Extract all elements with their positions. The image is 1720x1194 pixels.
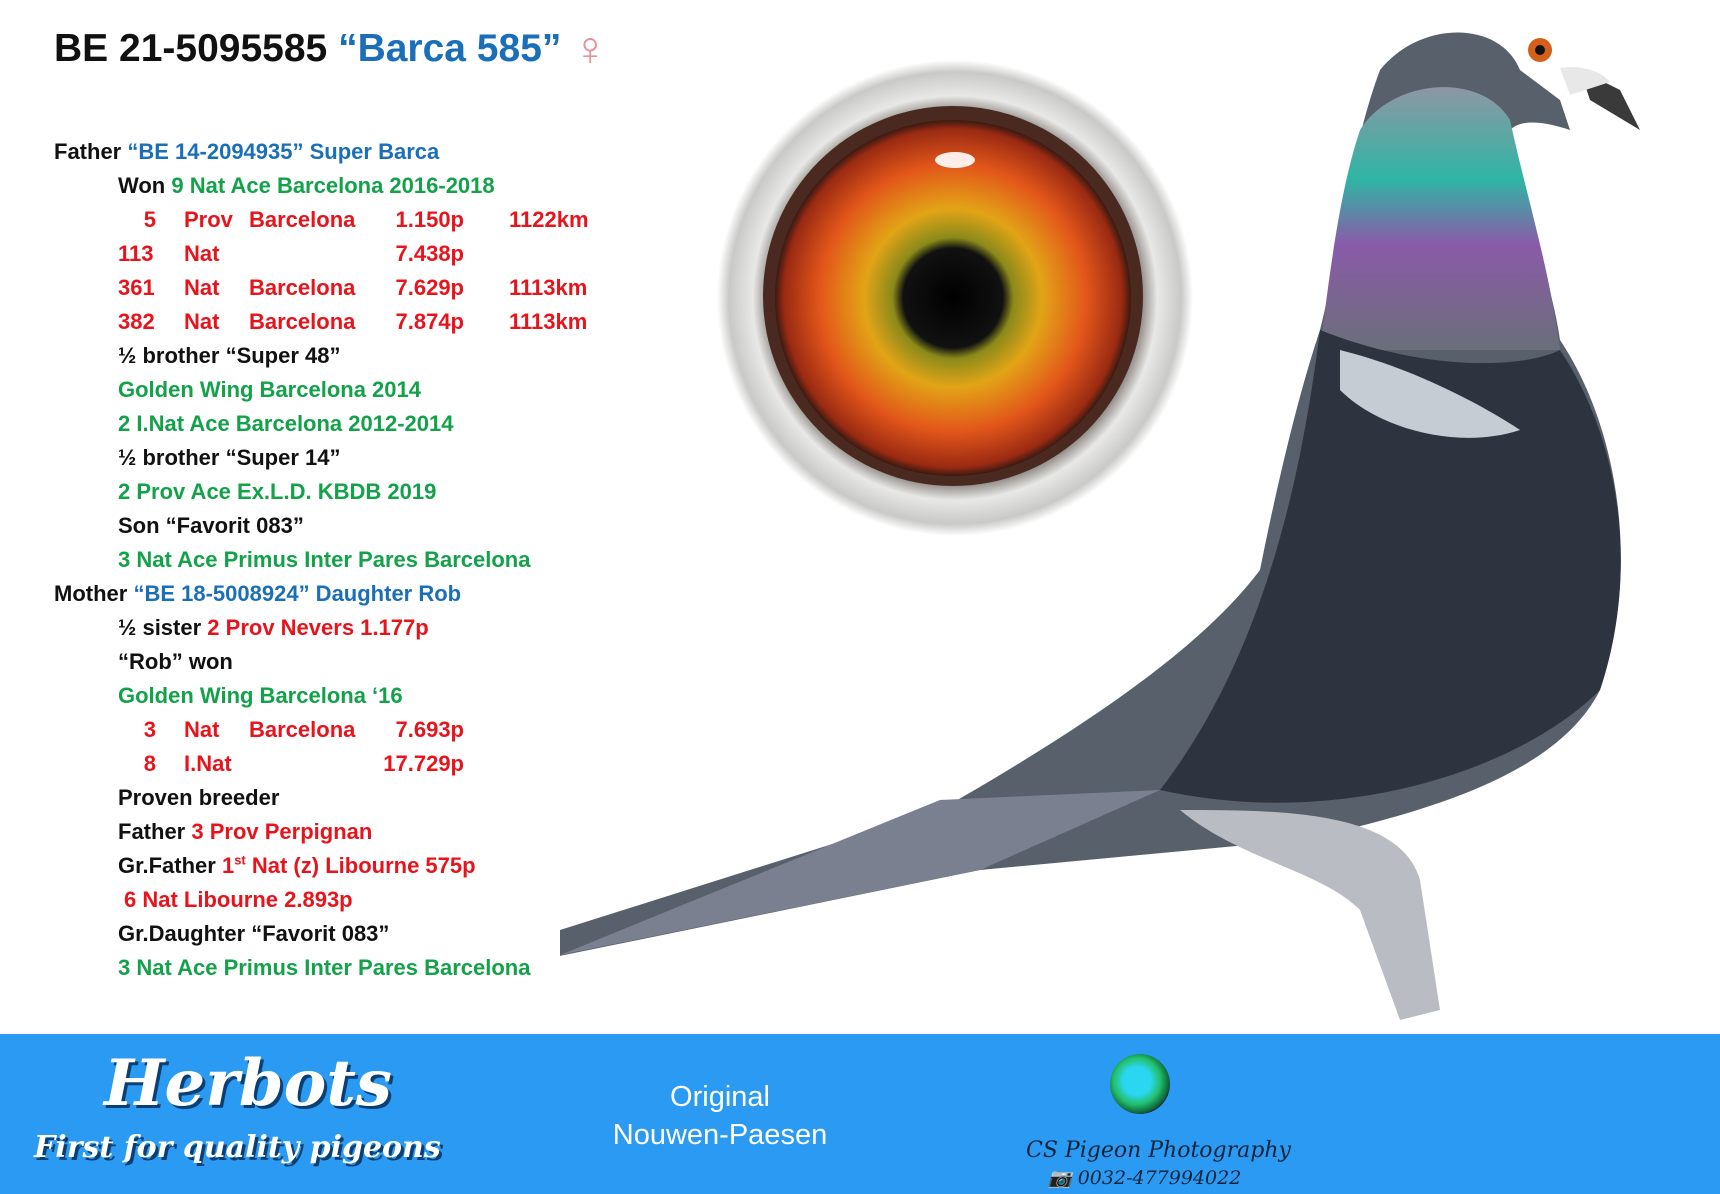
list-item: 2 Prov Ace Ex.L.D. KBDB 2019 (118, 479, 437, 504)
level: Prov (184, 207, 233, 232)
camera-icon: 📷 (1048, 1167, 1072, 1189)
race: Barcelona (249, 309, 356, 334)
list-item: ½ brother “Super 48” (118, 343, 341, 368)
level: Nat (184, 309, 220, 334)
place: 8 (143, 751, 156, 776)
points: 1.150p (395, 207, 465, 232)
page-title: BE 21-5095585 “Barca 585” ♀ (54, 22, 608, 77)
list-item: 3 Nat Ace Primus Inter Pares Barcelona (118, 547, 531, 572)
list-item: ½ sister 2 Prov Nevers 1.177p (54, 611, 674, 645)
origin-name: Nouwen-Paesen (612, 1119, 828, 1151)
race: Barcelona (249, 275, 356, 300)
level: I.Nat (184, 751, 232, 776)
race: Barcelona (249, 207, 356, 232)
distance: 1113km (509, 275, 588, 300)
label: Father (118, 819, 186, 844)
list-item: 2 I.Nat Ace Barcelona 2012-2014 (118, 411, 454, 436)
pigeon-name: “Barca 585” (338, 27, 562, 70)
list-item: Father 3 Prov Perpignan (54, 815, 674, 849)
photographer-name: CS Pigeon Photography (1026, 1138, 1291, 1163)
herbots-logo: Herbots First for quality pigeons (34, 1046, 441, 1186)
footer-banner: Herbots First for quality pigeons Origin… (0, 1034, 1720, 1194)
achievement: 1st Nat (z) Libourne 575p (222, 853, 476, 878)
female-icon: ♀ (572, 23, 609, 76)
origin-label: Original (670, 1081, 770, 1113)
place: 382 (118, 309, 155, 334)
result-row: 5 Prov Barcelona 1.150p 1122km (54, 203, 674, 237)
label: Won (118, 173, 166, 198)
points: 7.693p (395, 717, 465, 742)
list-item: Proven breeder (118, 785, 280, 810)
pedigree-text: Father “BE 14-2094935” Super Barca Won 9… (54, 135, 674, 985)
result-row: 3 Nat Barcelona 7.693p (54, 713, 674, 747)
photographer-logo: CS Pigeon Photography 📷 0032-477994022 (1020, 1052, 1291, 1192)
label: Gr.Father (118, 853, 216, 878)
result-row: 8 I.Nat 17.729p (54, 747, 674, 781)
pigeon-photo (560, 32, 1640, 1160)
place: 5 (143, 207, 156, 232)
result-row: 113 Nat 7.438p (54, 237, 674, 271)
level: Nat (184, 275, 220, 300)
result-row: 361 Nat Barcelona 7.629p 1113km (54, 271, 674, 305)
list-item: Son “Favorit 083” (118, 513, 304, 538)
ring-number: BE 21-5095585 (54, 27, 328, 70)
race: Barcelona (249, 717, 356, 742)
points: 7.438p (395, 241, 465, 266)
list-item: Golden Wing Barcelona 2014 (118, 377, 421, 402)
father-heading: Father “BE 14-2094935” Super Barca (54, 135, 674, 169)
logo-tagline: First for quality pigeons (34, 1130, 441, 1165)
origin-text: Original Nouwen-Paesen (560, 1078, 880, 1154)
mother-heading: Mother “BE 18-5008924” Daughter Rob (54, 577, 674, 611)
label: Mother (54, 581, 128, 606)
points: 17.729p (383, 751, 464, 776)
mother-ring: “BE 18-5008924” Daughter Rob (133, 581, 462, 606)
logo-title: Herbots (104, 1046, 392, 1121)
place: 361 (118, 275, 155, 300)
list-item: “Rob” won (118, 649, 233, 674)
distance: 1122km (509, 207, 589, 232)
list-item: Gr.Father 1st Nat (z) Libourne 575p (54, 849, 674, 883)
place: 1 (221, 853, 235, 878)
list-item: 6 Nat Libourne 2.893p (124, 887, 353, 912)
result-row: 382 Nat Barcelona 7.874p 1113km (54, 305, 674, 339)
phone-line: 📷 0032-477994022 (1048, 1166, 1241, 1189)
label: ½ sister (118, 615, 202, 640)
points: 7.629p (395, 275, 465, 300)
list-item: Golden Wing Barcelona ‘16 (118, 683, 403, 708)
level: Nat (184, 241, 220, 266)
father-ring: “BE 14-2094935” Super Barca (127, 139, 440, 164)
points: 7.874p (395, 309, 465, 334)
label: Father (54, 139, 122, 164)
list-item: Gr.Daughter “Favorit 083” (118, 921, 390, 946)
list-item: 3 Nat Ace Primus Inter Pares Barcelona (118, 955, 531, 980)
race: Nat (z) Libourne 575p (251, 853, 476, 878)
place: 3 (143, 717, 156, 742)
achievement: 2 Prov Nevers 1.177p (207, 615, 429, 640)
camera-lens-icon (1110, 1054, 1170, 1114)
ordinal: st (234, 852, 246, 868)
list-item: ½ brother “Super 14” (118, 445, 341, 470)
achievement: 9 Nat Ace Barcelona 2016-2018 (171, 173, 495, 198)
place: 113 (118, 241, 154, 266)
phone-number: 0032-477994022 (1077, 1167, 1242, 1189)
level: Nat (184, 717, 220, 742)
distance: 1113km (509, 309, 588, 334)
list-item: Won 9 Nat Ace Barcelona 2016-2018 (54, 169, 674, 203)
eye-photo (717, 60, 1193, 536)
achievement: 3 Prov Perpignan (191, 819, 373, 844)
